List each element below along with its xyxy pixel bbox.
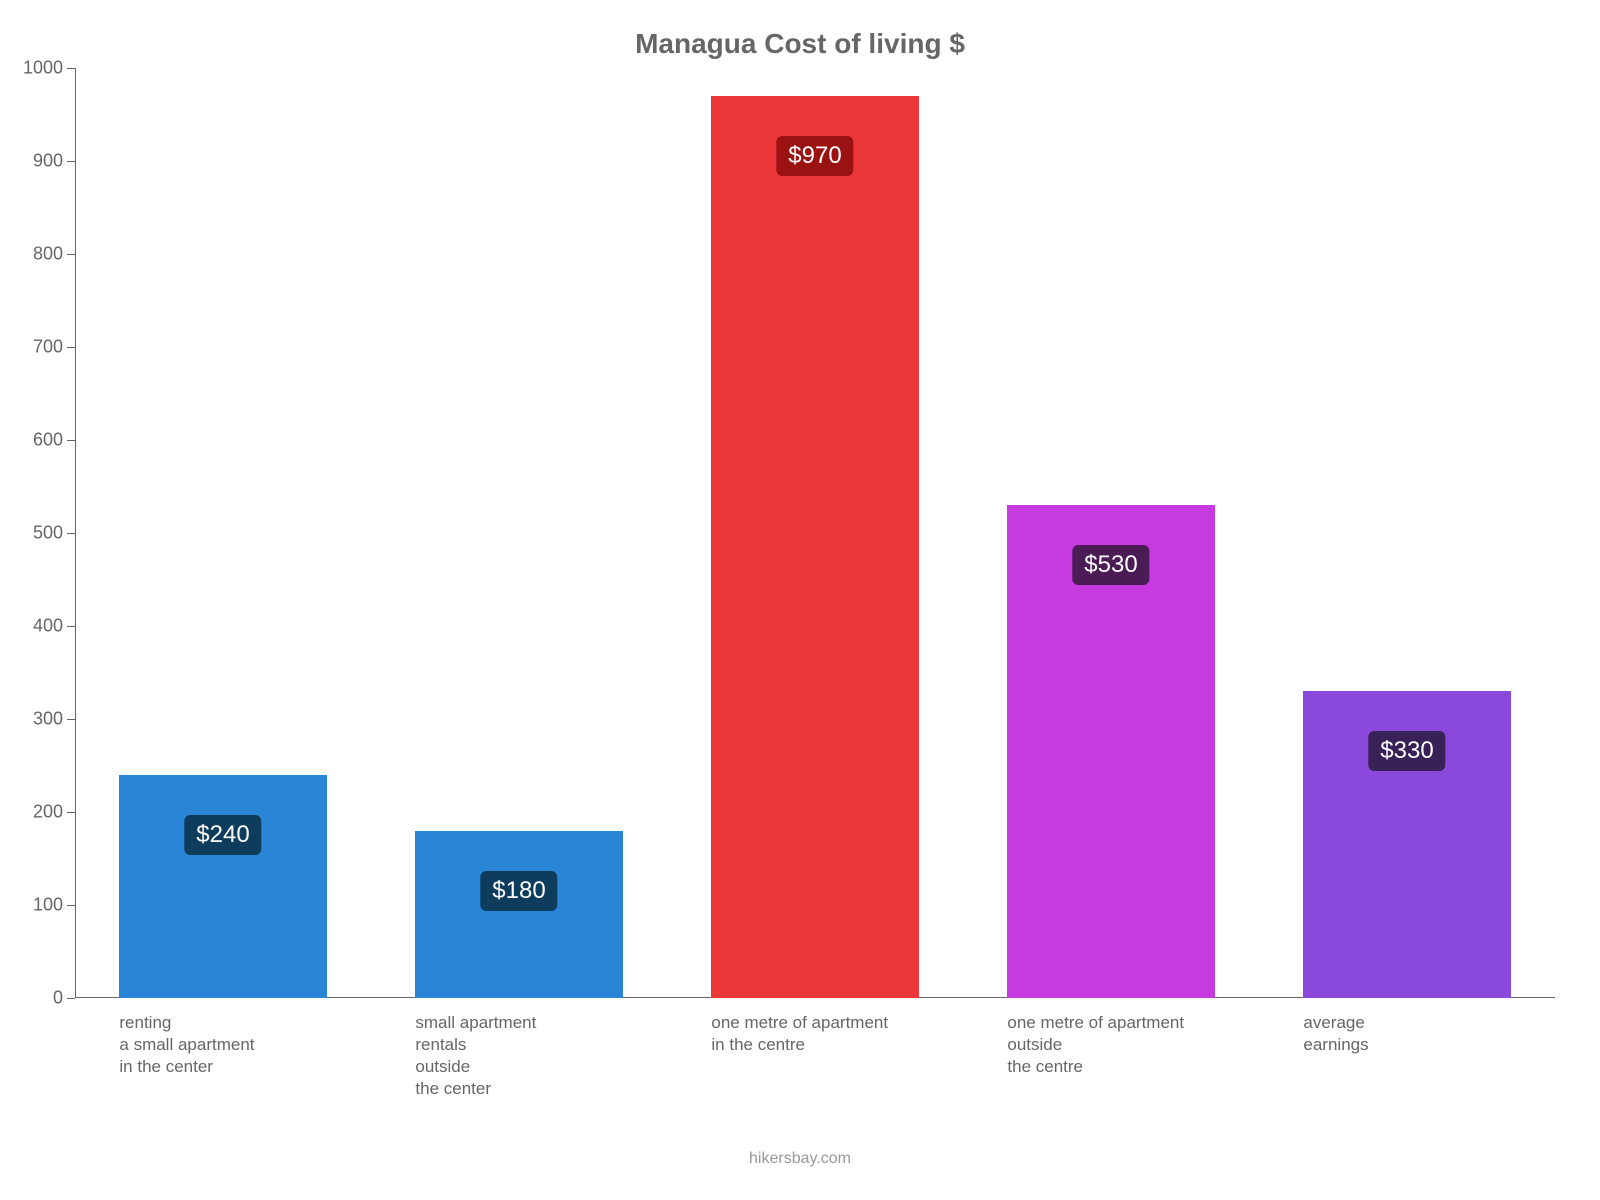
- chart-container: Managua Cost of living $ 010020030040050…: [0, 0, 1600, 1200]
- ytick-label: 700: [15, 337, 63, 358]
- ytick: [67, 905, 75, 906]
- xtick-label: small apartment rentals outside the cent…: [415, 1012, 536, 1100]
- bar-value-label: $240: [184, 815, 261, 855]
- ytick: [67, 626, 75, 627]
- bar: [711, 96, 918, 998]
- bar-value-label: $970: [776, 136, 853, 176]
- ytick-label: 1000: [15, 58, 63, 79]
- ytick: [67, 812, 75, 813]
- ytick-label: 500: [15, 523, 63, 544]
- ytick-label: 900: [15, 151, 63, 172]
- xtick-label: average earnings: [1303, 1012, 1368, 1056]
- bar-value-label: $180: [480, 871, 557, 911]
- ytick: [67, 347, 75, 348]
- ytick: [67, 68, 75, 69]
- bar-value-label: $330: [1368, 731, 1445, 771]
- ytick: [67, 254, 75, 255]
- ytick: [67, 161, 75, 162]
- bar: [119, 775, 326, 998]
- xtick-label: renting a small apartment in the center: [119, 1012, 254, 1078]
- ytick-label: 0: [15, 988, 63, 1009]
- ytick: [67, 998, 75, 999]
- ytick: [67, 440, 75, 441]
- ytick: [67, 719, 75, 720]
- xtick-label: one metre of apartment in the centre: [711, 1012, 888, 1056]
- y-axis: [75, 68, 76, 998]
- ytick: [67, 533, 75, 534]
- chart-title: Managua Cost of living $: [0, 28, 1600, 60]
- bar-value-label: $530: [1072, 545, 1149, 585]
- ytick-label: 400: [15, 616, 63, 637]
- plot-area: 01002003004005006007008009001000$240rent…: [75, 68, 1555, 998]
- xtick-label: one metre of apartment outside the centr…: [1007, 1012, 1184, 1078]
- chart-footer: hikersbay.com: [0, 1150, 1600, 1168]
- ytick-label: 200: [15, 802, 63, 823]
- ytick-label: 300: [15, 709, 63, 730]
- bar: [415, 831, 622, 998]
- ytick-label: 800: [15, 244, 63, 265]
- ytick-label: 600: [15, 430, 63, 451]
- ytick-label: 100: [15, 895, 63, 916]
